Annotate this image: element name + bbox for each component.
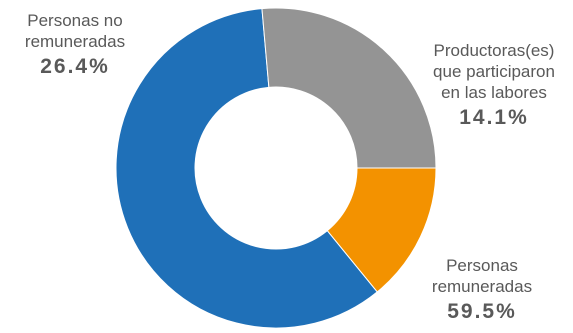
slice-label-no-remuneradas: Personas no remuneradas 26.4% xyxy=(0,10,150,77)
slice-label-line: Productoras(es) xyxy=(433,41,555,60)
slice-personas-no-remuneradas xyxy=(261,7,437,169)
slice-label-productoras: Productoras(es) que participaron en las … xyxy=(408,40,573,128)
slice-label-line: que participaron xyxy=(433,62,555,81)
slice-value-label: 59.5% xyxy=(447,300,517,323)
slice-label-remuneradas: Personas remuneradas 59.5% xyxy=(396,255,568,322)
slice-label-line: Personas xyxy=(446,256,518,275)
slice-label-line: en las labores xyxy=(441,83,547,102)
slice-label-line: remuneradas xyxy=(24,32,126,51)
slice-personas-remuneradas xyxy=(115,8,378,329)
slice-label-line: remuneradas xyxy=(431,277,533,296)
slice-label-line: Personas no xyxy=(27,11,123,30)
slice-value-label: 14.1% xyxy=(459,106,529,129)
slice-value-label: 26.4% xyxy=(40,55,110,78)
